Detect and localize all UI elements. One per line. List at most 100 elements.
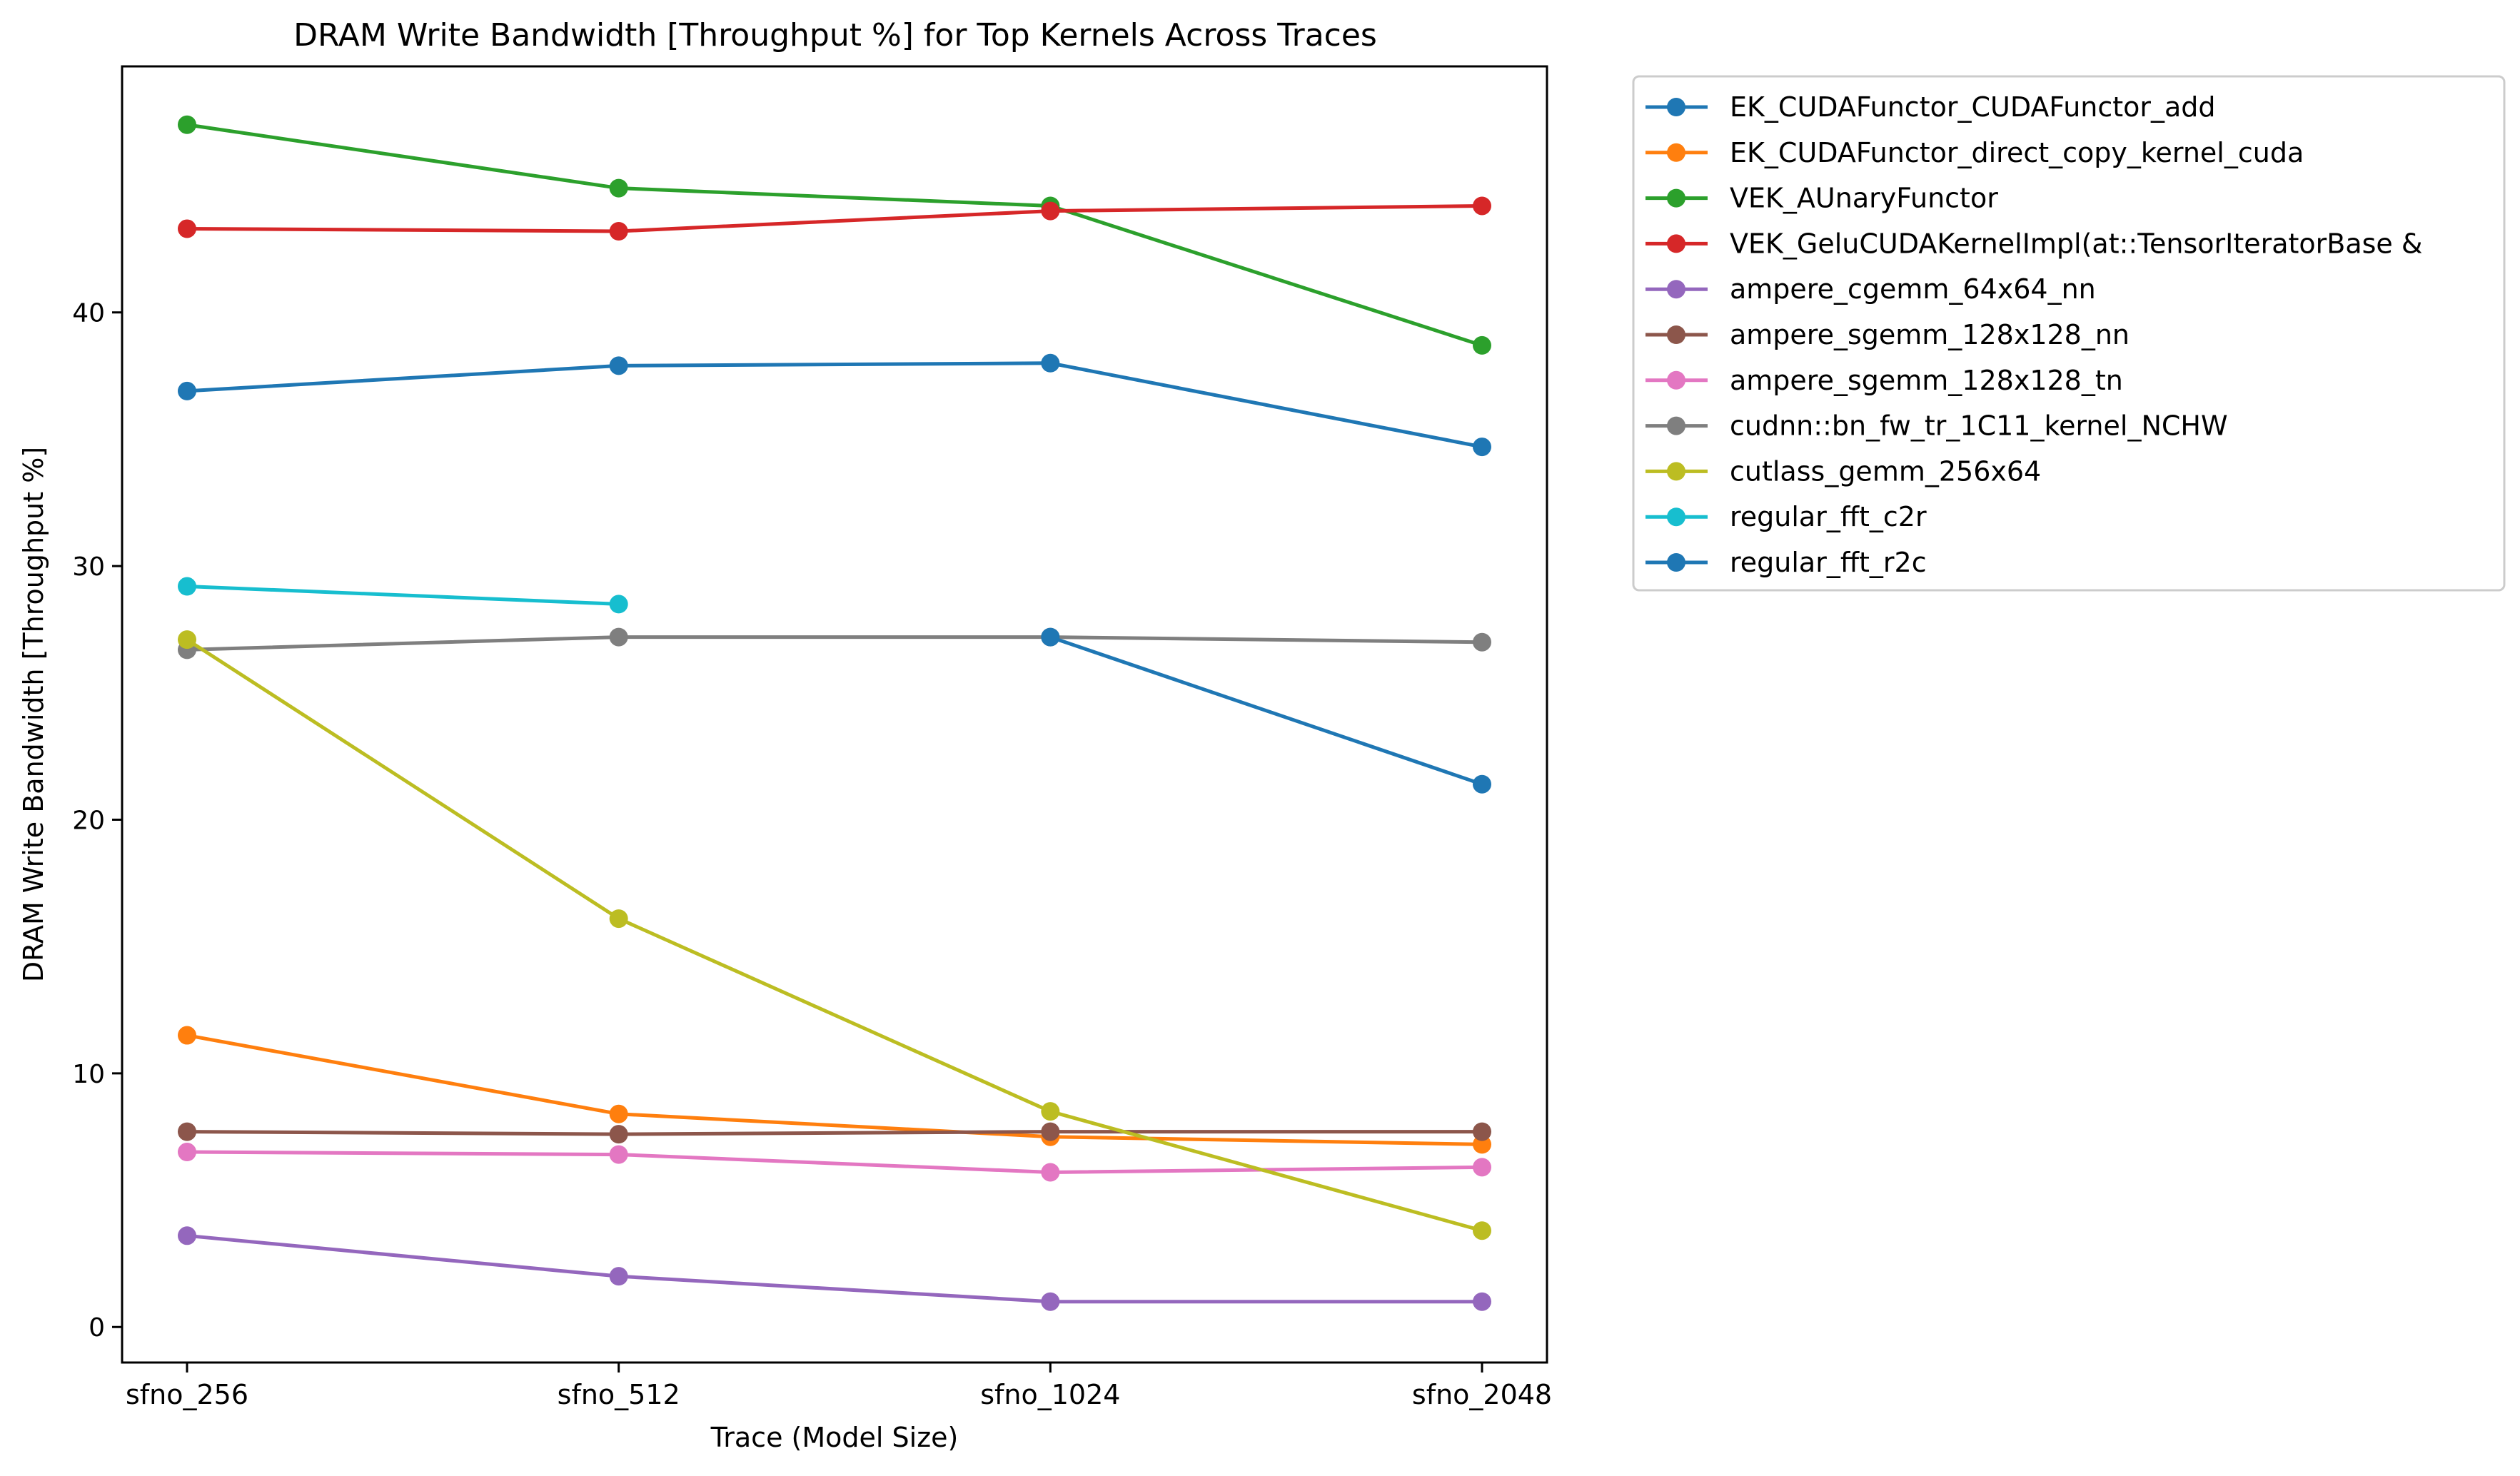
series-line: [186, 1233, 1482, 1304]
series-5: [178, 1122, 1491, 1144]
legend-marker: [1667, 462, 1685, 481]
legend-marker: [1667, 234, 1685, 253]
data-point: [178, 381, 196, 400]
series-line: [186, 635, 1483, 652]
legend-item: ampere_cgemm_64x64_nn: [1645, 273, 2096, 305]
data-point: [1473, 1158, 1491, 1177]
data-point: [1473, 1221, 1491, 1240]
data-point: [1473, 196, 1491, 216]
legend-item: cutlass_gemm_256x64: [1645, 455, 2041, 487]
x-axis: sfno_256 sfno_512 sfno_1024 sfno_2048: [126, 1363, 1552, 1410]
series-line: [186, 361, 1483, 449]
legend-marker: [1667, 325, 1685, 344]
legend: EK_CUDAFunctor_CUDAFunctor_add EK_CUDAFun…: [1632, 75, 2506, 592]
series-0: [178, 353, 1491, 457]
legend-marker: [1667, 280, 1685, 299]
legend-label: regular_fft_r2c: [1730, 547, 1927, 578]
data-point: [178, 1226, 196, 1245]
data-point: [178, 1026, 196, 1045]
legend-item: ampere_sgemm_128x128_nn: [1645, 319, 2130, 350]
data-point: [1041, 1122, 1060, 1141]
legend-frame: [1632, 75, 2506, 592]
legend-item: VEK_AUnaryFunctor: [1645, 183, 1998, 214]
legend-marker: [1667, 507, 1685, 527]
legend-label: cutlass_gemm_256x64: [1730, 455, 2041, 487]
series-layer: [178, 115, 1491, 1311]
data-point: [609, 221, 628, 241]
y-tick-label: 30: [72, 552, 105, 582]
data-point: [609, 356, 628, 375]
legend-item: EK_CUDAFunctor_CUDAFunctor_add: [1645, 91, 2216, 123]
legend-item: regular_fft_c2r: [1645, 501, 1927, 532]
legend-marker: [1667, 416, 1685, 435]
series-3: [178, 196, 1491, 241]
legend-item: cudnn::bn_fw_tr_1C11_kernel_NCHW: [1645, 410, 2228, 442]
data-point: [178, 1143, 196, 1162]
legend-marker: [1667, 553, 1685, 572]
legend-label: ampere_cgemm_64x64_nn: [1730, 273, 2096, 305]
data-point: [1473, 1292, 1491, 1311]
legend-label: ampere_sgemm_128x128_tn: [1730, 365, 2123, 396]
x-tick-label: sfno_256: [126, 1379, 248, 1410]
legend-item: EK_CUDAFunctor_direct_copy_kernel_cuda: [1645, 137, 2304, 168]
legend-label: ampere_sgemm_128x128_nn: [1730, 319, 2130, 350]
series-9: [178, 577, 628, 614]
data-point: [609, 627, 628, 647]
legend-marker: [1667, 98, 1685, 116]
data-point: [1473, 1135, 1491, 1154]
data-point: [178, 630, 196, 649]
data-point: [1041, 201, 1060, 221]
data-point: [1473, 1122, 1491, 1141]
x-tick-label: sfno_512: [558, 1379, 680, 1410]
legend-label: cudnn::bn_fw_tr_1C11_kernel_NCHW: [1730, 410, 2228, 442]
data-point: [609, 1145, 628, 1164]
y-tick-label: 40: [72, 299, 105, 328]
data-point: [178, 219, 196, 238]
y-axis: 0 10 20 30 40: [72, 299, 122, 1343]
data-point: [178, 577, 196, 596]
data-point: [609, 1267, 628, 1286]
legend-item: ampere_sgemm_128x128_tn: [1645, 365, 2123, 396]
series-line: [186, 1130, 1482, 1136]
legend-marker: [1667, 188, 1685, 208]
series-line: [186, 585, 619, 606]
series-line: [1049, 635, 1483, 787]
data-point: [1041, 627, 1060, 647]
data-point: [1041, 1292, 1060, 1311]
legend-label: VEK_GeluCUDAKernelImpl(at::TensorIterato…: [1730, 228, 2423, 259]
data-point: [1473, 438, 1491, 457]
legend-marker: [1667, 370, 1685, 390]
legend-label: EK_CUDAFunctor_direct_copy_kernel_cuda: [1730, 137, 2304, 168]
x-axis-label: Trace (Model Size): [710, 1422, 959, 1453]
data-point: [609, 909, 628, 929]
x-tick-label: sfno_1024: [980, 1379, 1120, 1410]
series-line: [186, 638, 1483, 1233]
data-point: [1473, 632, 1491, 652]
plot-area-frame: [121, 65, 1548, 1364]
y-tick-label: 10: [72, 1060, 105, 1089]
series-line: [186, 1033, 1483, 1146]
data-point: [609, 595, 628, 614]
y-tick-label: 20: [72, 806, 105, 835]
series-line: [186, 123, 1483, 348]
legend-marker: [1667, 143, 1685, 162]
legend-label: VEK_AUnaryFunctor: [1730, 183, 1998, 214]
y-axis-label: DRAM Write Bandwidth [Throughput %]: [18, 447, 49, 982]
data-point: [178, 1122, 196, 1141]
legend-label: EK_CUDAFunctor_CUDAFunctor_add: [1730, 91, 2216, 123]
x-tick-label: sfno_2048: [1412, 1379, 1552, 1410]
series-8: [178, 630, 1491, 1240]
chart-title: DRAM Write Bandwidth [Throughput %] for …: [293, 17, 1377, 54]
data-point: [1473, 774, 1491, 794]
data-point: [609, 1125, 628, 1144]
legend-label: regular_fft_c2r: [1730, 501, 1927, 532]
data-point: [1473, 335, 1491, 355]
legend-item: regular_fft_r2c: [1645, 547, 1927, 578]
data-point: [1041, 1102, 1060, 1121]
series-line: [186, 203, 1483, 233]
data-point: [1041, 353, 1060, 373]
legend-item: VEK_GeluCUDAKernelImpl(at::TensorIterato…: [1645, 228, 2423, 259]
series-4: [178, 1226, 1491, 1311]
data-point: [1041, 1163, 1060, 1182]
